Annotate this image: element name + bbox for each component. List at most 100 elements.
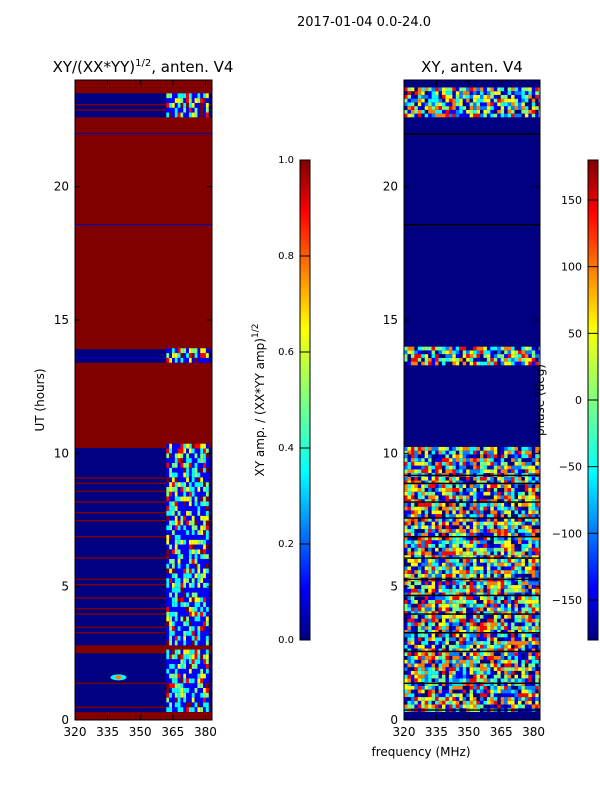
heatmap-cell [511, 693, 515, 698]
heatmap-cell [203, 462, 206, 468]
heatmap-cell [407, 644, 412, 649]
heatmap-cell [431, 693, 436, 698]
heatmap-cell [535, 94, 539, 99]
heatmap-cell [410, 611, 415, 615]
heatmap-cell [459, 558, 463, 563]
heatmap-cell [531, 544, 536, 548]
heatmap-cell [194, 558, 198, 564]
heatmap-cell [459, 704, 463, 709]
heatmap-cell [490, 652, 494, 656]
heatmap-cell [466, 656, 470, 660]
heatmap-cell [473, 600, 477, 604]
heatmap-cell [497, 491, 501, 496]
heatmap-cell [511, 607, 515, 612]
heatmap-cell [188, 654, 192, 660]
heatmap-cell [459, 626, 463, 630]
heatmap-cell [500, 547, 505, 552]
heatmap-cell [186, 654, 189, 660]
heatmap-cell [473, 614, 477, 619]
heatmap-cell [459, 600, 463, 604]
heatmap-cell [497, 700, 501, 705]
heatmap-cell [404, 484, 408, 488]
heatmap-cell [531, 667, 536, 671]
heatmap-cell [174, 678, 178, 684]
heatmap-cell [448, 450, 453, 455]
heatmap-cell [473, 514, 477, 518]
heatmap-cell [466, 633, 470, 638]
heatmap-cell [511, 704, 515, 709]
heatmap-cell [205, 539, 209, 545]
heatmap-cell [424, 689, 429, 694]
heatmap-cell [407, 346, 412, 351]
heatmap-cell [166, 472, 170, 478]
heatmap-cell [538, 644, 540, 649]
heatmap-cell [476, 667, 481, 671]
heatmap-cell [538, 562, 540, 567]
heatmap-cell [504, 106, 508, 110]
heatmap-cell [476, 357, 481, 362]
heatmap-cell [462, 458, 467, 462]
heatmap-cell [517, 626, 522, 630]
heatmap-cell [521, 540, 526, 544]
heatmap-cell [466, 102, 470, 107]
heatmap-cell [169, 348, 173, 354]
heatmap-cell [486, 461, 491, 466]
heatmap-cell [500, 600, 505, 604]
heatmap-cell [504, 570, 508, 574]
heatmap-cell [421, 476, 425, 481]
heatmap-cell [407, 678, 412, 683]
heatmap-cell [504, 585, 508, 589]
heatmap-cell [517, 484, 522, 488]
heatmap-cell [507, 106, 512, 110]
heatmap-cell [476, 461, 481, 466]
heatmap-cell [188, 606, 192, 612]
y-tick-label: 20 [383, 180, 398, 194]
heatmap-cell [424, 540, 429, 544]
heatmap-cell [180, 668, 184, 674]
heatmap-cell [410, 502, 415, 507]
heatmap-cell [441, 102, 446, 107]
heatmap-cell [521, 465, 526, 470]
heatmap-cell [493, 517, 498, 522]
heatmap-cell [504, 618, 508, 623]
heatmap-cell [504, 566, 508, 571]
heatmap-cell [490, 588, 494, 593]
heatmap-cell [452, 488, 456, 492]
heatmap-cell [414, 465, 418, 470]
heatmap-cell [490, 637, 494, 642]
heatmap-cell [483, 693, 488, 698]
heatmap-cell [524, 659, 529, 664]
heatmap-cell [424, 629, 429, 634]
heatmap-cell [194, 602, 198, 607]
heatmap-cell [462, 663, 467, 668]
heatmap-cell [200, 477, 204, 483]
heatmap-cell [528, 670, 532, 675]
heatmap-cell [424, 502, 429, 507]
heatmap-cell [191, 506, 195, 511]
heatmap-cell [462, 517, 467, 522]
heatmap-cell [435, 611, 439, 615]
heatmap-cell [438, 484, 443, 488]
heatmap-cell [174, 616, 178, 622]
heatmap-cell [476, 87, 481, 92]
heatmap-cell [183, 112, 187, 118]
heatmap-cell [194, 578, 198, 583]
heatmap-cell [417, 644, 422, 649]
heatmap-cell [524, 517, 529, 522]
heatmap-cell [191, 668, 195, 674]
heatmap-cell [203, 357, 206, 363]
heatmap-cell [166, 707, 170, 712]
heatmap-cell [528, 446, 532, 451]
heatmap-cell [197, 525, 201, 531]
heatmap-cell [500, 480, 505, 485]
heatmap-cell [203, 486, 206, 492]
heatmap-cell [169, 482, 173, 487]
heatmap-cell [191, 602, 195, 607]
heatmap-cell [455, 704, 460, 709]
heatmap-cell [205, 462, 209, 468]
heatmap-line [75, 490, 212, 493]
heatmap-cell [507, 592, 512, 597]
heatmap-cell [528, 622, 532, 627]
heatmap-cell [486, 670, 491, 675]
heatmap-cell [428, 600, 432, 604]
